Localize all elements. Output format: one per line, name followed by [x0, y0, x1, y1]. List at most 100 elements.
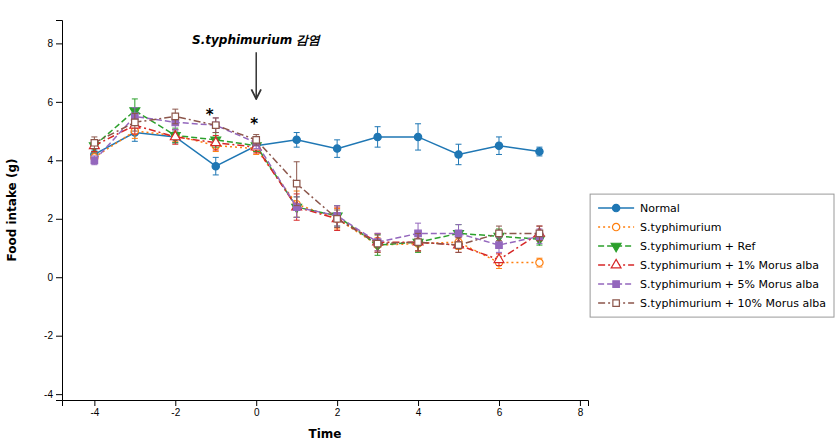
error-bar [375, 235, 381, 253]
series [89, 116, 544, 265]
error-bar [536, 226, 542, 241]
error-bar-cap [415, 250, 421, 251]
error-bar-cap [496, 252, 502, 253]
tick-label: 8 [578, 407, 584, 418]
error-bar-cap [536, 243, 542, 244]
tick-mark [56, 102, 62, 103]
arrow [255, 52, 257, 99]
error-bar-cap [294, 217, 300, 218]
error-bar-cap [334, 139, 340, 140]
error-bar-cap [375, 147, 381, 148]
error-bar [334, 207, 340, 230]
tick: 8 [47, 38, 62, 49]
error-bar-cap [415, 150, 421, 151]
point [536, 259, 543, 266]
point [91, 157, 97, 163]
error-bar-cap [132, 138, 138, 139]
error-bar [213, 118, 219, 133]
tick: -4 [90, 400, 99, 418]
point [374, 240, 380, 246]
error-bar-cap [213, 135, 219, 136]
tick-label: 2 [47, 213, 53, 224]
point [172, 113, 178, 119]
error-bar-cap [375, 234, 381, 235]
point [415, 239, 421, 245]
legend-symbol [613, 300, 619, 306]
error-bar [456, 144, 462, 164]
tick: 2 [335, 400, 341, 418]
tick-mark [56, 277, 62, 278]
legend-label: S.typhimurium + 5% Morus alba [640, 278, 819, 291]
tick: 6 [497, 400, 503, 418]
tick-mark [418, 400, 419, 406]
point [494, 254, 504, 263]
error-bar-cap [415, 250, 421, 251]
error-bar [91, 137, 97, 149]
error-bar [91, 156, 97, 165]
tick-label: 4 [47, 155, 53, 166]
tick-mark [175, 400, 176, 406]
legend-item: S.typhimurium + Ref [598, 240, 756, 253]
error-bar-cap [536, 226, 542, 227]
error-bar [334, 210, 340, 228]
legend-label: Normal [640, 202, 680, 215]
error-bar-cap [91, 151, 97, 152]
annotations: **S.typhimurium 감염 [192, 33, 321, 133]
tick-mark [56, 43, 62, 44]
error-bar-cap [375, 126, 381, 127]
series [89, 99, 544, 255]
error-bar-cap [536, 240, 542, 241]
error-bar-cap [213, 150, 219, 151]
point [455, 242, 461, 248]
error-bar-cap [456, 144, 462, 145]
annotation: S.typhimurium 감염 [192, 33, 321, 47]
error-bar [334, 140, 340, 158]
tick-label: 6 [47, 97, 53, 108]
error-bar [294, 133, 300, 148]
error-bar [375, 127, 381, 147]
error-bar-cap [253, 145, 259, 146]
error-bar [536, 147, 542, 156]
tick: 0 [254, 400, 260, 418]
x-axis-title: Time [309, 427, 342, 441]
tick-mark [56, 336, 62, 337]
error-bar-cap [415, 252, 421, 253]
error-bar-cap [172, 144, 178, 145]
error-bar-cap [456, 164, 462, 165]
tick: 8 [578, 400, 584, 418]
error-bar-cap [253, 148, 259, 149]
point [253, 137, 259, 143]
error-bar-cap [375, 233, 381, 234]
point [293, 136, 300, 143]
error-bar-cap [294, 205, 300, 206]
error-bar-cap [375, 255, 381, 256]
tick-label: 0 [254, 407, 260, 418]
error-bar-cap [172, 109, 178, 110]
point [211, 137, 221, 146]
legend-label: S.typhimurium + 1% Morus alba [640, 259, 819, 272]
point [293, 180, 299, 186]
error-bar [294, 162, 300, 206]
point [536, 230, 542, 236]
error-bar-cap [91, 148, 97, 149]
error-bar-cap [172, 129, 178, 130]
tick: 6 [47, 97, 62, 108]
legend-label: S.typhimurium + 10% Morus alba [640, 297, 826, 310]
error-bar-cap [213, 132, 219, 133]
point [333, 215, 340, 222]
error-bar-cap [415, 223, 421, 224]
error-bar-cap [496, 265, 502, 266]
series-line [94, 131, 539, 263]
error-bar-cap [415, 233, 421, 234]
error-bar-cap [375, 252, 381, 253]
series-line [94, 116, 539, 245]
error-bar-cap [294, 217, 300, 218]
x-axis: -4-202468 [63, 400, 589, 418]
point [374, 133, 381, 140]
error-bar-cap [213, 132, 219, 133]
error-bar-cap [294, 161, 300, 162]
point [495, 142, 502, 149]
point [536, 148, 543, 155]
error-bar-cap [496, 226, 502, 227]
error-bar-cap [213, 174, 219, 175]
